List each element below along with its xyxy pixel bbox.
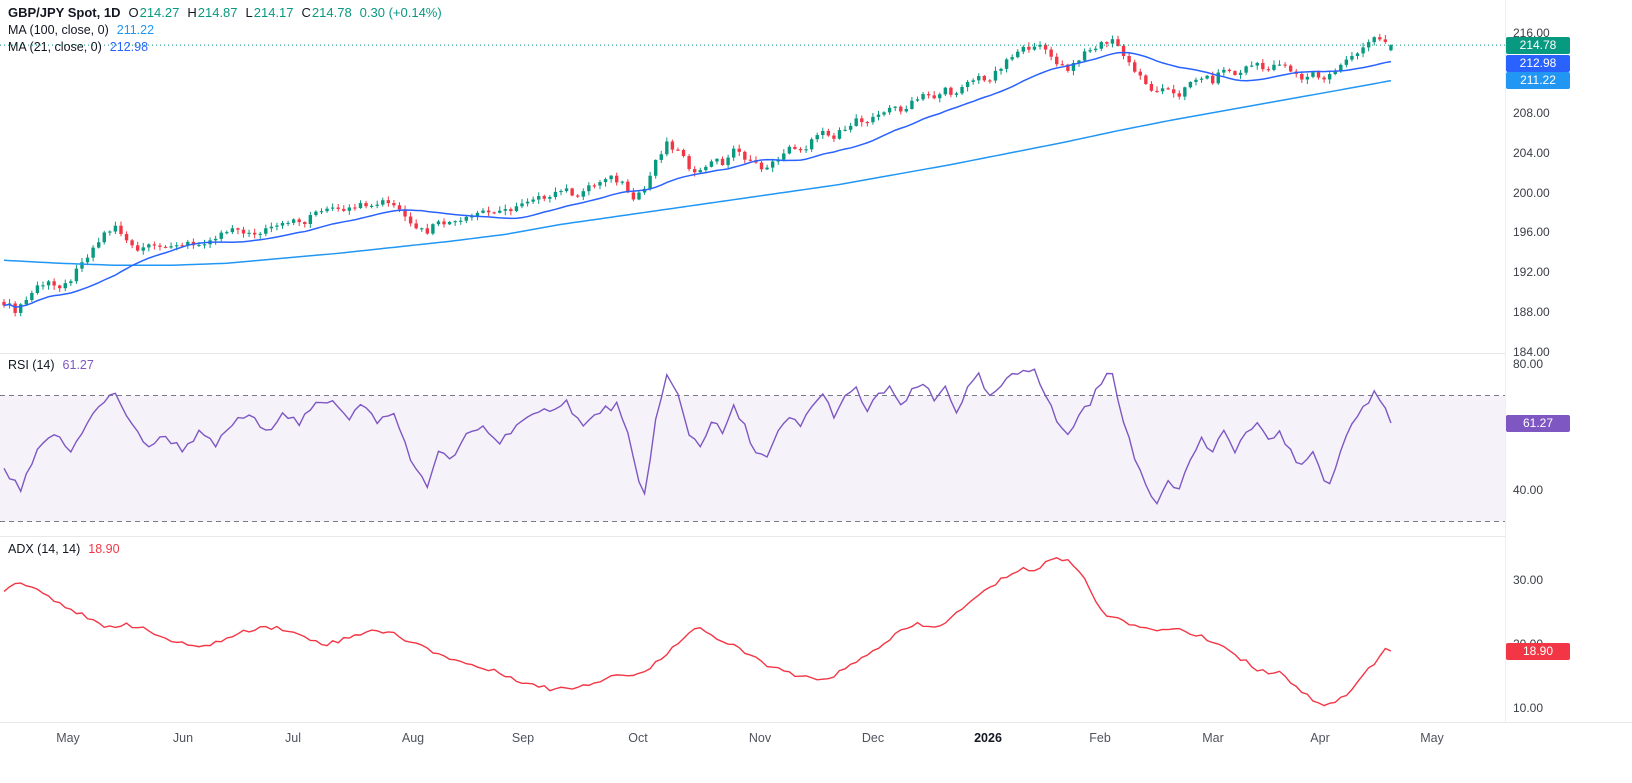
adx-value: 18.90 bbox=[88, 541, 120, 556]
high-value: 214.87 bbox=[197, 5, 238, 20]
rsi-value: 61.27 bbox=[62, 357, 94, 372]
time-tick-label: May bbox=[56, 731, 80, 745]
axis-tick-label: 30.00 bbox=[1513, 573, 1544, 587]
adx-label: ADX (14, 14) bbox=[8, 541, 81, 556]
axis-tick-label: 208.00 bbox=[1513, 105, 1550, 120]
ma100-line bbox=[3, 79, 1392, 267]
axis-tick-label: 40.00 bbox=[1513, 483, 1544, 497]
axis-tick-label: 216.00 bbox=[1513, 26, 1550, 40]
change-value: 0.30 (+0.14%) bbox=[359, 5, 442, 20]
axis-value-badge: 211.22 bbox=[1506, 72, 1570, 90]
rsi-panel-series bbox=[0, 368, 1505, 522]
ma21-line bbox=[3, 51, 1392, 309]
time-tick-label: Jun bbox=[172, 731, 194, 745]
ohlc-open: O 214.27 bbox=[128, 5, 179, 20]
adx-panel-series bbox=[3, 557, 1392, 707]
ma21-label: MA (21, close, 0) bbox=[8, 39, 102, 54]
axis-tick-label: 80.00 bbox=[1513, 357, 1544, 371]
ma21-value: 212.98 bbox=[109, 39, 149, 54]
adx-legend-row[interactable]: ADX (14, 14) 18.90 bbox=[8, 540, 120, 557]
axis-value-badge: 214.78 bbox=[1506, 36, 1570, 54]
close-key: C bbox=[301, 5, 311, 20]
axis-tick-label: 10.00 bbox=[1513, 701, 1544, 715]
price-panel-series bbox=[0, 33, 1505, 317]
time-tick-label: Oct bbox=[628, 731, 648, 745]
adx-legend[interactable]: ADX (14, 14) 18.90 bbox=[8, 540, 120, 557]
time-tick-label: Nov bbox=[748, 731, 772, 745]
axis-tick-label: 204.00 bbox=[1513, 145, 1550, 160]
high-key: H bbox=[187, 5, 197, 20]
adx-line bbox=[3, 557, 1392, 707]
symbol-title[interactable]: GBP/JPY Spot, 1D bbox=[8, 5, 121, 20]
time-tick-label: Mar bbox=[1202, 731, 1224, 745]
ohlc-close: C 214.78 bbox=[302, 5, 352, 20]
rsi-legend-row[interactable]: RSI (14) 61.27 bbox=[8, 356, 94, 373]
axis-value-badge: 212.98 bbox=[1506, 54, 1570, 72]
axis-tick-label: 200.00 bbox=[1513, 185, 1550, 200]
axis-value-badge: 61.27 bbox=[1506, 414, 1570, 432]
rsi-label: RSI (14) bbox=[8, 357, 55, 372]
axis-tick-label: 196.00 bbox=[1513, 225, 1550, 240]
axis-tick-label: 192.00 bbox=[1513, 265, 1550, 280]
low-value: 214.17 bbox=[253, 5, 294, 20]
ma21-legend-row[interactable]: MA (21, close, 0) 212.98 bbox=[8, 38, 442, 55]
ma100-label: MA (100, close, 0) bbox=[8, 22, 109, 37]
time-tick-label: 2026 bbox=[974, 731, 1002, 745]
ohlc-low: L 214.17 bbox=[246, 5, 294, 20]
ohlc-high: H 214.87 bbox=[187, 5, 237, 20]
price-legend[interactable]: GBP/JPY Spot, 1D O 214.27 H 214.87 L 214.17… bbox=[8, 4, 442, 55]
time-tick-label: Dec bbox=[861, 731, 885, 745]
low-key: L bbox=[245, 5, 253, 20]
time-tick-label: Jul bbox=[285, 731, 301, 745]
time-axis[interactable]: May Jun Jul Aug Sep Oct Nov Dec 2026 Feb Mar Apr May bbox=[0, 722, 1632, 783]
chart-canvas[interactable] bbox=[0, 0, 1505, 722]
rsi-legend[interactable]: RSI (14) 61.27 bbox=[8, 356, 94, 373]
ma100-legend-row[interactable]: MA (100, close, 0) 211.22 bbox=[8, 21, 442, 38]
price-axis[interactable]: 216.00 208.00 204.00 200.00 196.00 192.00 188.… bbox=[1505, 0, 1632, 722]
time-tick-label: May bbox=[1420, 731, 1444, 745]
axis-tick-label: 188.00 bbox=[1513, 305, 1550, 320]
axis-tick-label: 184.00 bbox=[1513, 345, 1550, 359]
rsi-band bbox=[0, 395, 1505, 522]
time-tick-label: Aug bbox=[401, 731, 425, 745]
open-key: O bbox=[128, 5, 139, 20]
ma100-value: 211.22 bbox=[116, 22, 155, 37]
open-value: 214.27 bbox=[139, 5, 180, 20]
rsi-line bbox=[3, 368, 1392, 506]
time-tick-label: Apr bbox=[1310, 731, 1330, 745]
axis-value-badge: 18.90 bbox=[1506, 642, 1570, 660]
time-tick-label: Sep bbox=[511, 731, 535, 745]
symbol-ohlc-row[interactable]: GBP/JPY Spot, 1D O 214.27 H 214.87 L 214.17… bbox=[8, 4, 442, 21]
time-tick-label: Feb bbox=[1089, 731, 1111, 745]
close-value: 214.78 bbox=[311, 5, 352, 20]
